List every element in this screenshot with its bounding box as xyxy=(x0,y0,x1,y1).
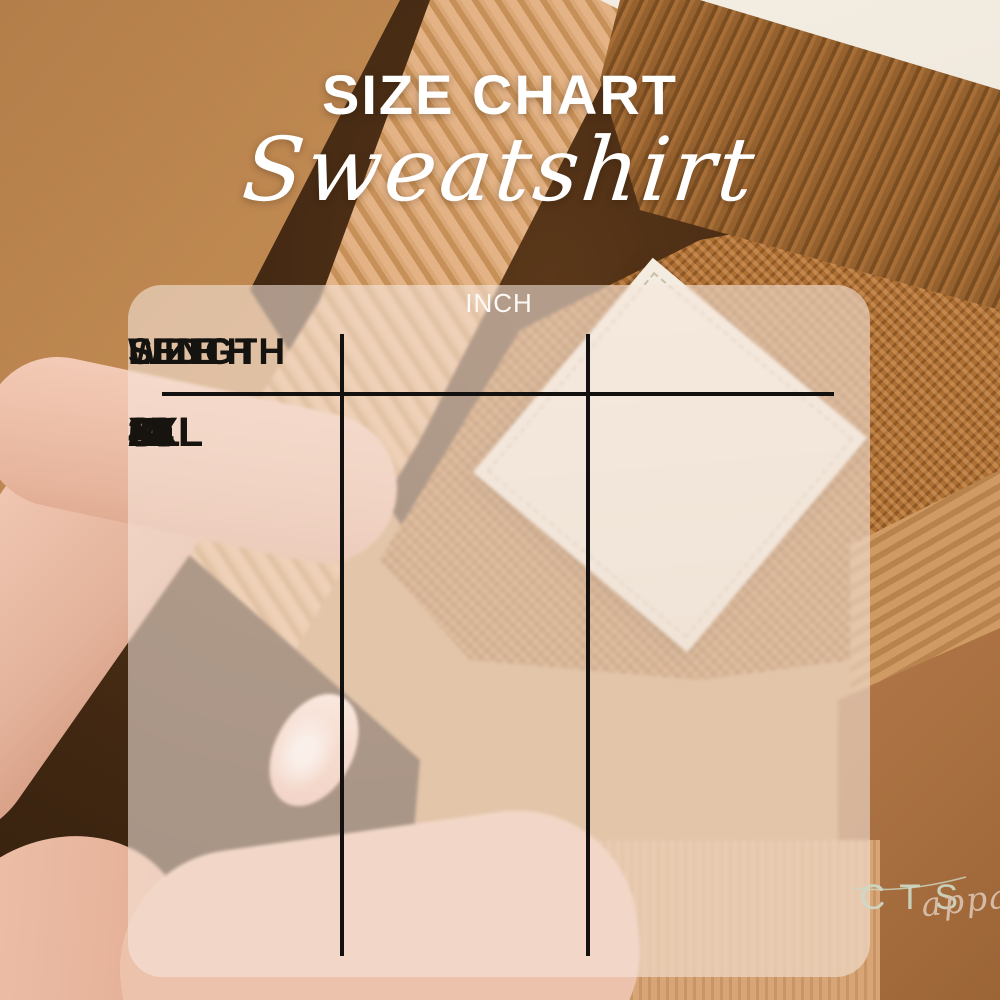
length-cell: 29 xyxy=(128,409,174,456)
size-cell: 4XL xyxy=(128,409,204,456)
size-cell: 3XL xyxy=(128,409,204,456)
table-column-divider xyxy=(340,334,344,956)
brand-name: CTS xyxy=(860,878,972,917)
page-title: SIZE CHART xyxy=(322,63,678,126)
header-cell-size: SIZE xyxy=(128,331,215,372)
width-cell: 20 xyxy=(128,409,174,456)
width-cell: 22 xyxy=(128,409,174,456)
length-cell: 28 xyxy=(128,409,174,456)
table-row: 4XL 32 33 xyxy=(128,396,870,470)
length-cell: 30 xyxy=(128,409,174,456)
size-cell: 2XL xyxy=(128,409,204,456)
table-row: 3XL 30 32 xyxy=(128,396,870,470)
length-cell: 31 xyxy=(128,409,174,456)
width-cell: 30 xyxy=(128,409,174,456)
width-cell: 26 xyxy=(128,409,174,456)
length-cell: 27 xyxy=(128,409,174,456)
table-row: S 20 27 xyxy=(128,396,870,470)
table-row: XL 26 30 xyxy=(128,396,870,470)
table-row: 2XL 28 31 xyxy=(128,396,870,470)
length-cell: 34 xyxy=(128,409,174,456)
size-table-panel xyxy=(128,285,870,977)
size-cell: 5XL xyxy=(128,409,204,456)
size-cell: S xyxy=(128,409,156,456)
length-cell: 32 xyxy=(128,409,174,456)
brand-swash-icon xyxy=(851,876,967,891)
unit-label: INCH xyxy=(465,288,533,318)
table-header-row: SIZE WIDTH LENGTH xyxy=(128,316,870,388)
header-cell-length: LENGTH xyxy=(128,331,287,372)
size-cell: M xyxy=(128,409,163,456)
table-header-divider xyxy=(162,392,834,396)
table-row: L 24 29 xyxy=(128,396,870,470)
width-cell: 28 xyxy=(128,409,174,456)
header-cell-width: WIDTH xyxy=(128,331,255,372)
width-cell: 24 xyxy=(128,409,174,456)
table-row: M 22 28 xyxy=(128,396,870,470)
width-cell: 32 xyxy=(128,409,174,456)
size-cell: XL xyxy=(128,409,181,456)
table-row: 5XL 34 34 xyxy=(128,396,870,470)
width-cell: 34 xyxy=(128,409,174,456)
page-subtitle: Sweatshirt xyxy=(238,118,762,221)
brand-logo: CTS apparel xyxy=(848,871,1000,988)
table-column-divider xyxy=(586,334,590,956)
length-cell: 33 xyxy=(128,409,174,456)
size-cell: L xyxy=(128,409,154,456)
